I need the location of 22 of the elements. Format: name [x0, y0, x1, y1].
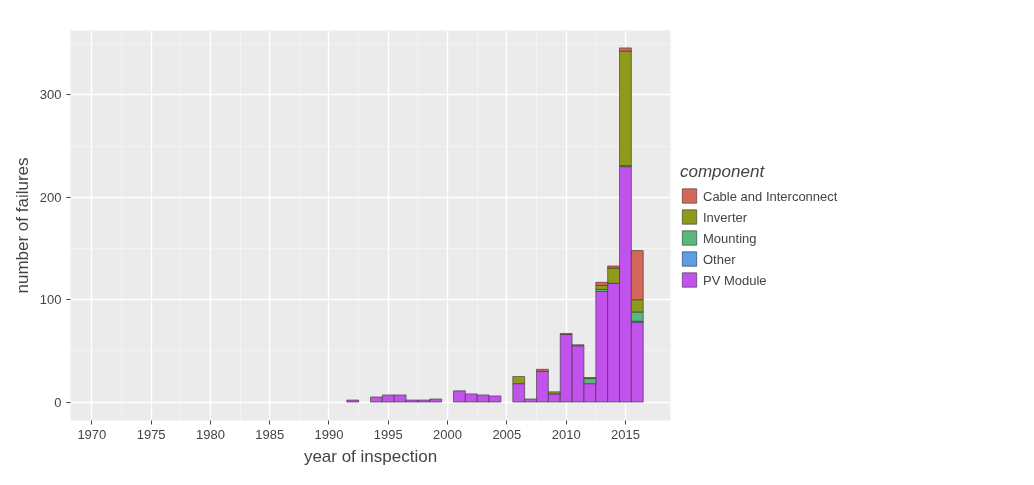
legend-label: PV Module [703, 271, 767, 289]
x-axis-title: year of inspection [303, 446, 438, 466]
x-tick-label: 2000 [433, 426, 463, 442]
x-tick-label: 1995 [373, 426, 403, 442]
legend-label: Mounting [703, 229, 757, 247]
legend-label: Inverter [703, 208, 748, 226]
x-tick-label: 2015 [610, 426, 640, 442]
y-tick-label: 200 [39, 189, 62, 205]
x-tick-label: 1985 [255, 426, 285, 442]
y-tick-label: 100 [39, 292, 62, 308]
legend-label: Other [703, 250, 736, 268]
y-axis-title: number of failures [12, 157, 32, 294]
y-tick-label: 300 [39, 87, 62, 103]
x-tick-label: 2005 [492, 426, 522, 442]
x-tick-label: 2010 [551, 426, 581, 442]
legend-label: Cable and Interconnect [703, 187, 838, 205]
x-tick-label: 1970 [77, 426, 107, 442]
y-tick-label: 0 [54, 394, 62, 410]
x-tick-label: 1975 [136, 426, 166, 442]
x-tick-label: 1980 [195, 426, 225, 442]
x-tick-label: 1990 [314, 426, 344, 442]
legend-title: component [680, 161, 766, 182]
